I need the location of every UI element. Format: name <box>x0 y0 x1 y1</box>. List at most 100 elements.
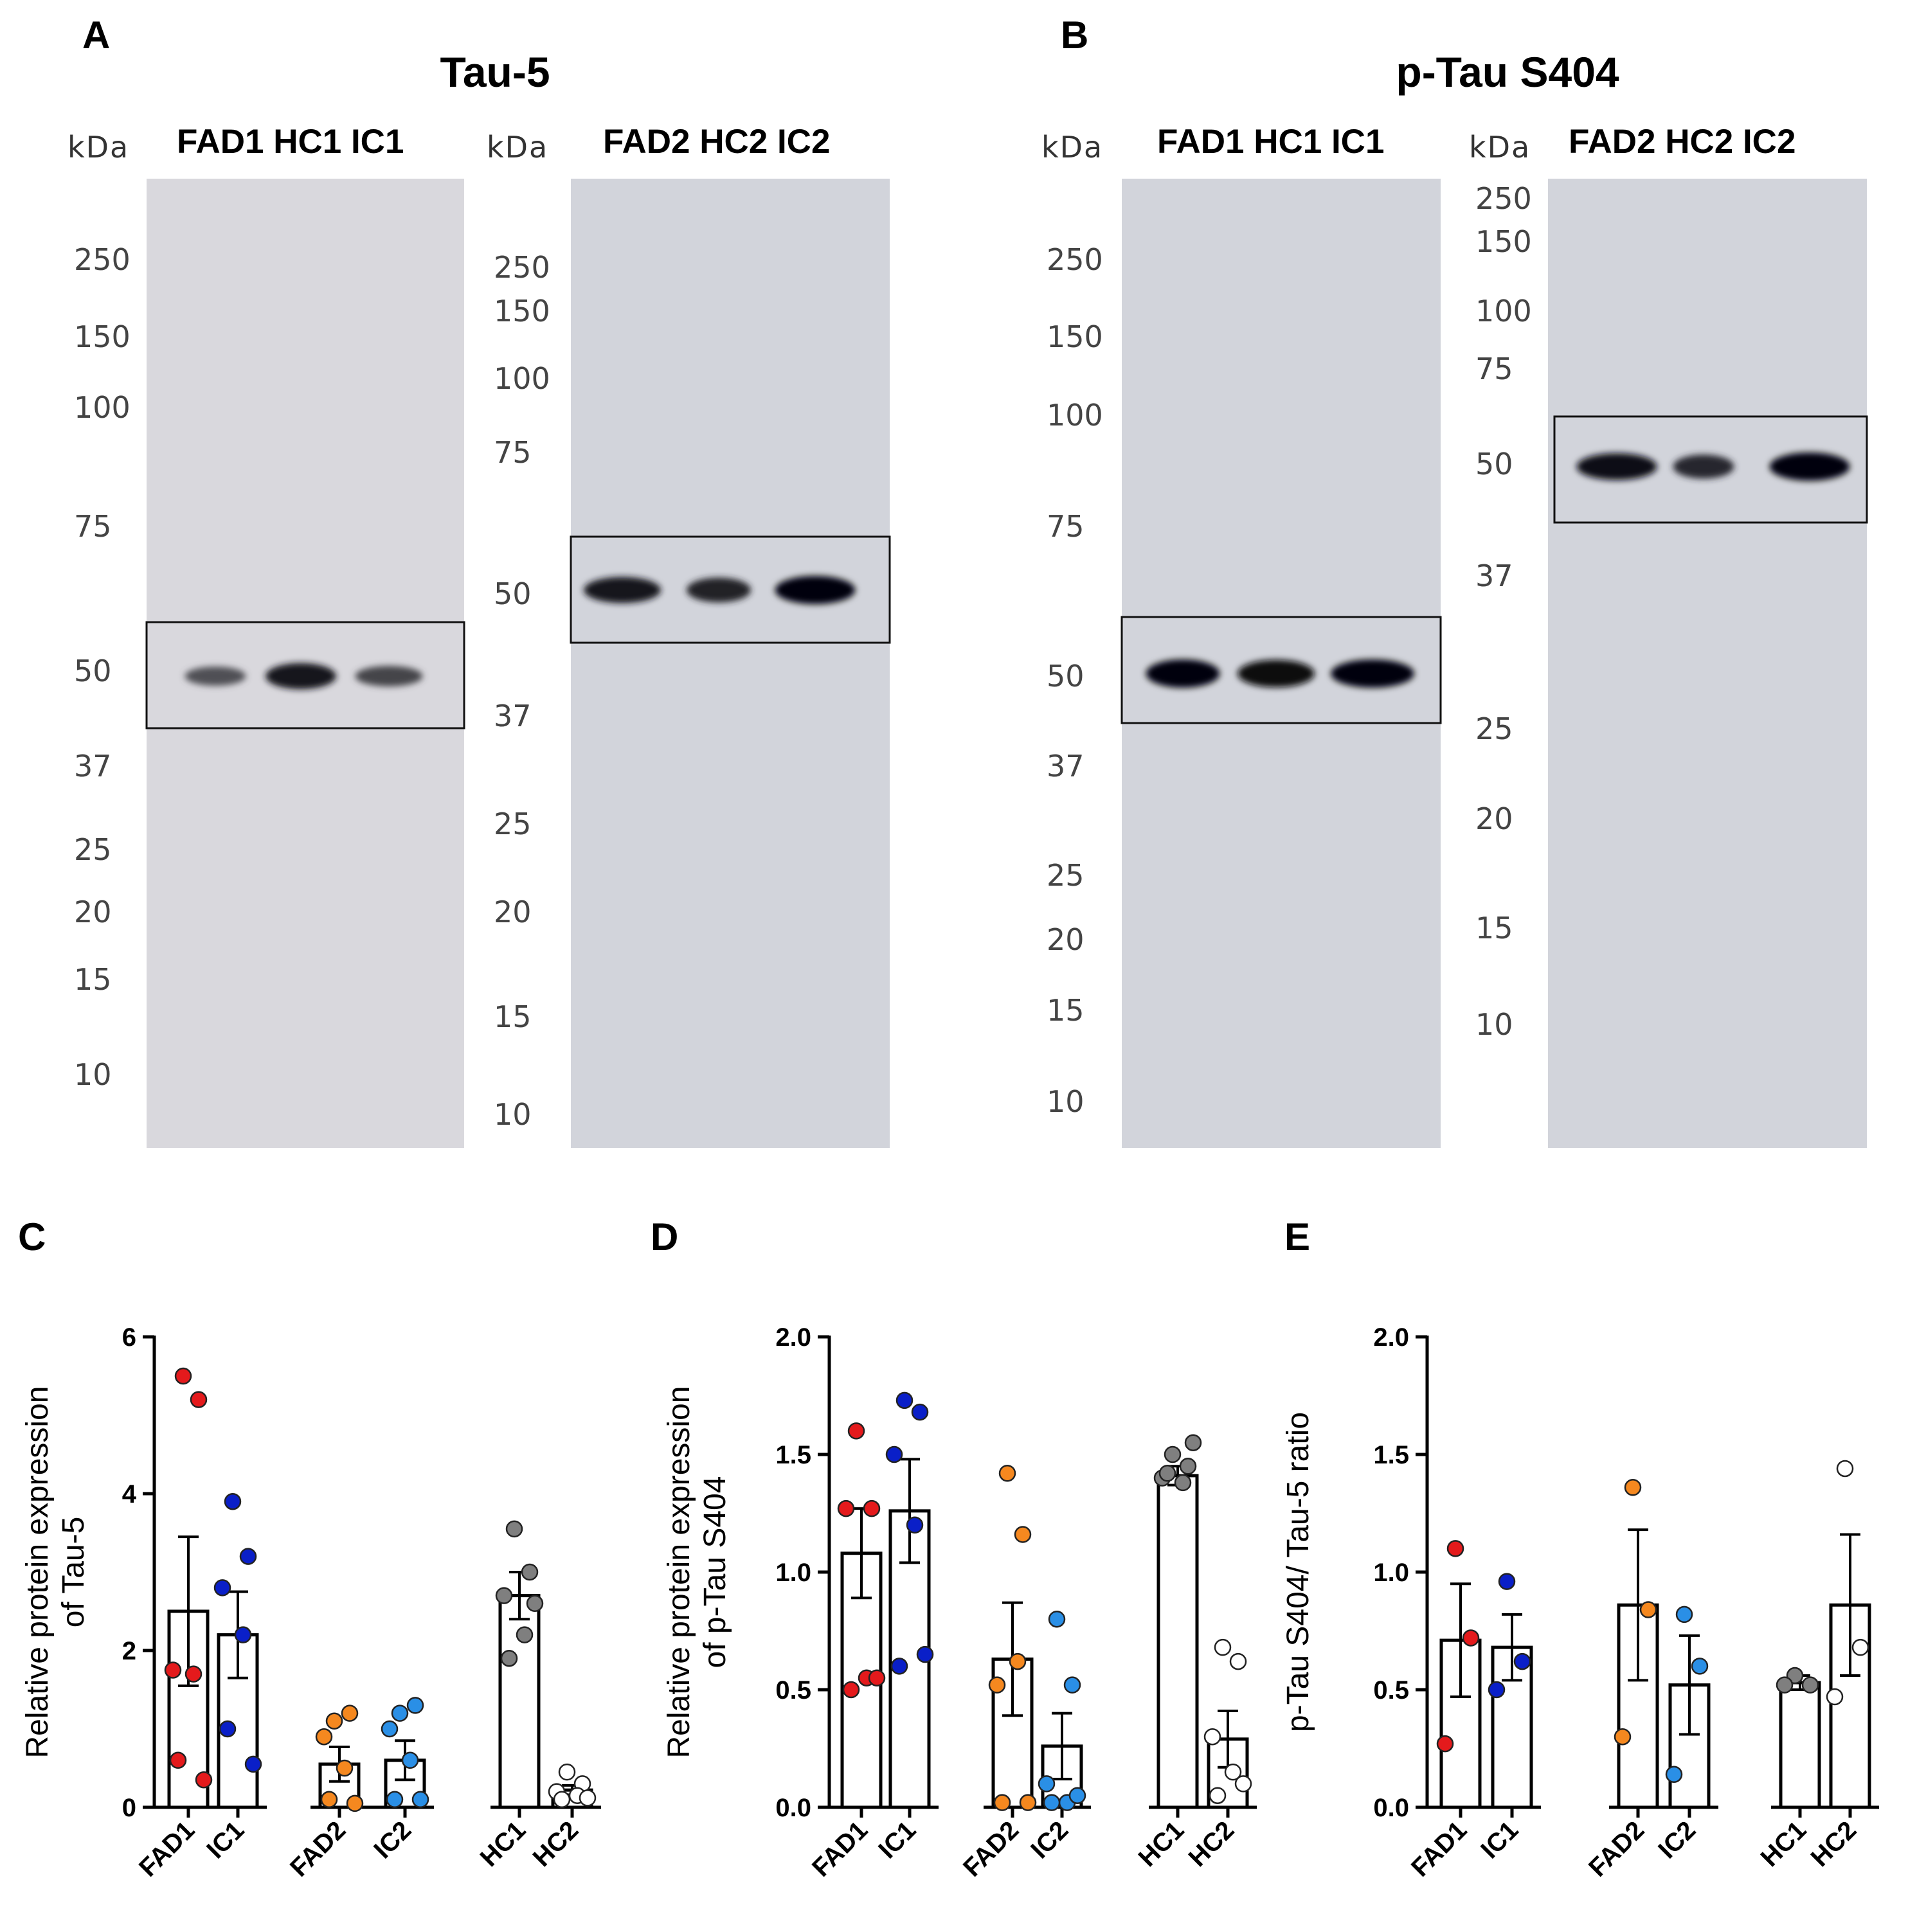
data-point <box>1436 1735 1454 1753</box>
data-point <box>406 1697 424 1714</box>
y-axis-label-line: of Tau-5 <box>57 1517 91 1628</box>
band <box>687 577 751 603</box>
category-label: IC1 <box>873 1816 921 1864</box>
panel-letter: B <box>1061 13 1088 57</box>
band <box>1673 454 1734 479</box>
data-point <box>244 1755 262 1773</box>
data-point <box>1229 1652 1247 1670</box>
data-point <box>1488 1681 1506 1699</box>
data-point <box>896 1391 914 1409</box>
data-point <box>863 1499 881 1517</box>
lane-labels: FAD1 HC1 IC1 <box>1157 123 1384 161</box>
size-marker: 75 <box>74 509 112 544</box>
size-marker: 20 <box>1475 801 1513 836</box>
data-point <box>916 1645 934 1663</box>
data-point <box>1224 1763 1242 1781</box>
data-point <box>988 1676 1006 1694</box>
bar-hc1 <box>1156 1474 1199 1809</box>
data-point <box>239 1548 257 1565</box>
band <box>1146 659 1220 688</box>
category-label: HC2 <box>528 1816 584 1872</box>
blot-title: Tau-5 <box>440 48 550 96</box>
y-tick-label: 1.0 <box>775 1559 811 1587</box>
data-point <box>219 1720 237 1738</box>
y-tick-label: 0.0 <box>775 1794 811 1822</box>
kda-label: kDa <box>68 130 129 165</box>
size-marker: 10 <box>74 1057 112 1092</box>
data-point <box>315 1728 333 1746</box>
data-point <box>553 1791 571 1809</box>
size-marker: 50 <box>74 654 112 688</box>
y-tick-label: 1.0 <box>1373 1559 1409 1587</box>
bands <box>584 576 856 604</box>
panel-letter: D <box>651 1215 678 1258</box>
kda-label: kDa <box>1041 130 1103 165</box>
data-point <box>837 1499 855 1517</box>
size-marker: 250 <box>494 250 550 285</box>
data-point <box>1158 1465 1176 1482</box>
category-label: IC2 <box>1653 1816 1701 1864</box>
band <box>266 663 336 690</box>
size-marker: 75 <box>494 435 532 470</box>
data-point <box>1048 1610 1066 1628</box>
band <box>775 576 856 604</box>
data-point <box>906 1516 924 1534</box>
kda-label: kDa <box>1469 130 1531 165</box>
lane-labels: FAD1 HC1 IC1 <box>177 123 404 161</box>
size-marker: 250 <box>1475 181 1532 216</box>
y-axis-label-line: of p-Tau S404 <box>698 1476 732 1668</box>
category-label: HC1 <box>1133 1816 1190 1872</box>
data-point <box>1498 1573 1516 1590</box>
data-point <box>1462 1629 1480 1647</box>
size-marker: 150 <box>1475 224 1532 259</box>
data-point <box>1203 1728 1221 1746</box>
band <box>1576 453 1657 480</box>
bar-hc1 <box>1779 1681 1821 1809</box>
data-point <box>890 1658 908 1675</box>
size-marker: 25 <box>1475 711 1513 746</box>
data-point <box>1675 1606 1693 1623</box>
category-label: FAD2 <box>285 1816 351 1882</box>
data-point <box>346 1794 364 1812</box>
blot-title: p-Tau S404 <box>1396 48 1619 96</box>
category-label: FAD2 <box>958 1816 1024 1882</box>
size-marker: 150 <box>494 294 550 328</box>
size-marker: 15 <box>1475 911 1513 945</box>
data-point <box>224 1492 242 1510</box>
y-tick-label: 2.0 <box>1373 1323 1409 1352</box>
data-point <box>184 1665 203 1683</box>
band-crop-box <box>1120 616 1442 724</box>
data-point <box>1063 1676 1081 1694</box>
data-point <box>381 1720 399 1738</box>
membrane: kDa FAD2 HC2 IC2 250 150 100 75 50 37 25 20 15 10 <box>487 123 891 1148</box>
category-label: FAD1 <box>807 1816 873 1882</box>
data-point <box>847 1422 865 1440</box>
y-axis-label: p-Tau S404/ Tau-5 ratio <box>1281 1412 1315 1732</box>
category-label: IC1 <box>1475 1816 1524 1864</box>
data-point <box>1691 1658 1709 1675</box>
category-label: IC2 <box>1025 1816 1074 1864</box>
category-label: HC1 <box>475 1816 532 1872</box>
size-marker: 75 <box>1047 509 1084 544</box>
panel-letter: E <box>1284 1215 1310 1258</box>
data-point <box>190 1391 208 1408</box>
size-marker: 37 <box>1475 559 1513 593</box>
data-point <box>993 1794 1011 1811</box>
kda-label: kDa <box>487 130 548 165</box>
data-point <box>1179 1458 1197 1475</box>
data-point <box>1038 1775 1056 1793</box>
y-axis-label-line: Relative protein expression <box>21 1386 55 1758</box>
size-marker: 25 <box>494 807 532 841</box>
category-label: HC2 <box>1184 1816 1240 1872</box>
data-point <box>495 1587 513 1604</box>
size-marker: 100 <box>494 361 550 396</box>
data-point <box>1009 1652 1027 1670</box>
data-point <box>195 1771 213 1789</box>
size-marker: 100 <box>74 390 130 425</box>
y-axis-label-line: p-Tau S404/ Tau-5 ratio <box>1281 1412 1315 1732</box>
data-point <box>234 1626 252 1643</box>
data-point <box>1014 1526 1032 1543</box>
data-point <box>1624 1478 1642 1496</box>
blot-panel-b: Bp-Tau S404 kDa FAD1 HC1 IC1 250 150 100 75 50 3… <box>1041 13 1868 1148</box>
